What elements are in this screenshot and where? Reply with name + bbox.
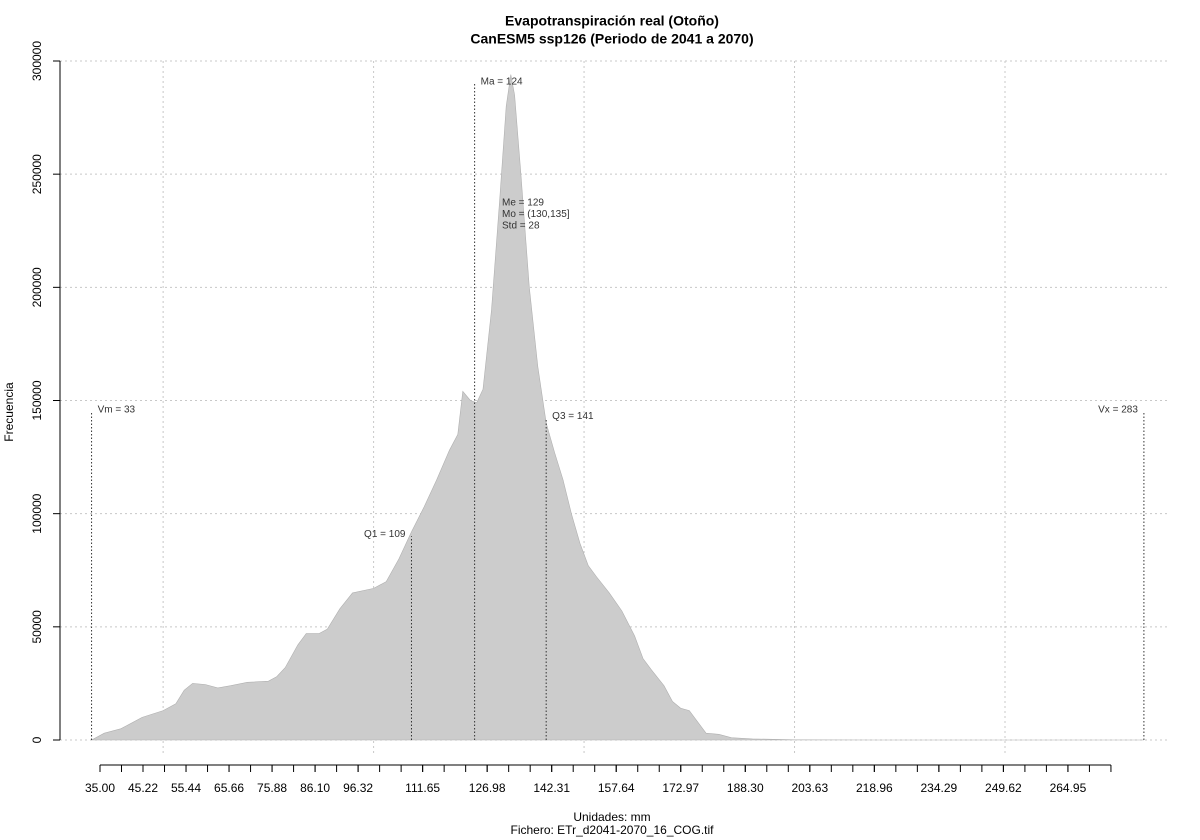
- x-tick-label: 86.10: [300, 781, 330, 795]
- y-tick-label: 100000: [30, 493, 44, 533]
- x-tick-label: 142.31: [533, 781, 570, 795]
- x-tick-label: 111.65: [405, 781, 440, 795]
- x-tick-label: 45.22: [128, 781, 158, 795]
- y-tick-label: 50000: [30, 610, 44, 644]
- stat-text: Std = 28: [502, 221, 540, 232]
- stat-label: Ma = 124: [481, 76, 523, 87]
- x-tick-label: 55.44: [171, 781, 201, 795]
- y-tick-label: 200000: [30, 267, 44, 307]
- x-tick-label: 188.30: [727, 781, 764, 795]
- chart-subtitle: CanESM5 ssp126 (Periodo de 2041 a 2070): [470, 31, 753, 47]
- caption: Fichero: ETr_d2041-2070_16_COG.tif: [511, 823, 715, 837]
- x-tick-label: 249.62: [985, 781, 1022, 795]
- x-tick-label: 96.32: [343, 781, 373, 795]
- x-axis-label: Unidades: mm: [573, 810, 650, 824]
- x-tick-label: 65.66: [214, 781, 244, 795]
- x-tick-label: 234.29: [921, 781, 958, 795]
- stat-label: Q3 = 141: [552, 411, 594, 422]
- y-tick-label: 250000: [30, 154, 44, 194]
- chart-title: Evapotranspiración real (Otoño): [505, 13, 719, 29]
- x-tick-label: 218.96: [856, 781, 893, 795]
- stat-label: Vx = 283: [1098, 404, 1138, 415]
- y-tick-label: 150000: [30, 380, 44, 420]
- y-axis-label: Frecuencia: [2, 382, 16, 442]
- x-tick-label: 126.98: [469, 781, 506, 795]
- x-tick-label: 157.64: [598, 781, 635, 795]
- x-tick-label: 172.97: [662, 781, 699, 795]
- x-tick-label: 75.88: [257, 781, 287, 795]
- stat-text: Mo = (130,135]: [502, 209, 570, 220]
- stat-label: Q1 = 109: [364, 529, 406, 540]
- x-tick-label: 264.95: [1050, 781, 1087, 795]
- y-tick-label: 300000: [30, 41, 44, 81]
- x-tick-label: 203.63: [791, 781, 828, 795]
- stat-label: Vm = 33: [98, 404, 136, 415]
- y-tick-label: 0: [30, 736, 44, 743]
- x-tick-label: 35.00: [85, 781, 115, 795]
- density-area: [91, 74, 1144, 741]
- stat-text: Me = 129: [502, 198, 544, 209]
